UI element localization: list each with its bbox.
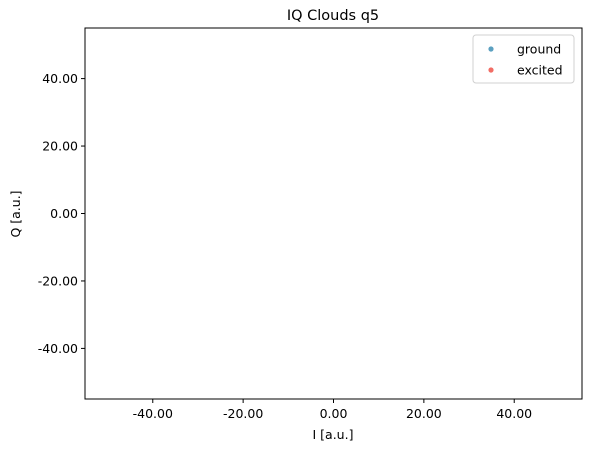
x-tick-label: 40.00 (496, 406, 532, 421)
plot-area (84, 27, 583, 400)
legend-marker-excited (488, 67, 494, 73)
legend-frame (472, 34, 575, 84)
y-tick-label: 20.00 (42, 139, 78, 154)
y-axis-label: Q [a.u.] (8, 190, 23, 237)
legend-marker-ground (488, 46, 494, 52)
chart-title: IQ Clouds q5 (287, 8, 379, 24)
x-tick-label: 0.00 (320, 406, 348, 421)
legend-label-ground: ground (517, 42, 561, 57)
x-tick-label: -40.00 (133, 406, 173, 421)
y-tick-label: -40.00 (38, 341, 78, 356)
y-tick-label: 0.00 (50, 206, 78, 221)
x-tick-label: -20.00 (223, 406, 263, 421)
x-axis-ticks: -40.00 -20.00 0.00 20.00 40.00 (133, 399, 532, 421)
y-axis-ticks: -40.00 -20.00 0.00 20.00 40.00 (38, 71, 85, 356)
legend: ground excited (472, 34, 575, 84)
y-tick-label: 40.00 (42, 71, 78, 86)
y-tick-label: -20.00 (38, 273, 78, 288)
legend-label-excited: excited (517, 63, 563, 78)
x-tick-label: 20.00 (406, 406, 442, 421)
x-axis-label: I [a.u.] (313, 427, 354, 442)
